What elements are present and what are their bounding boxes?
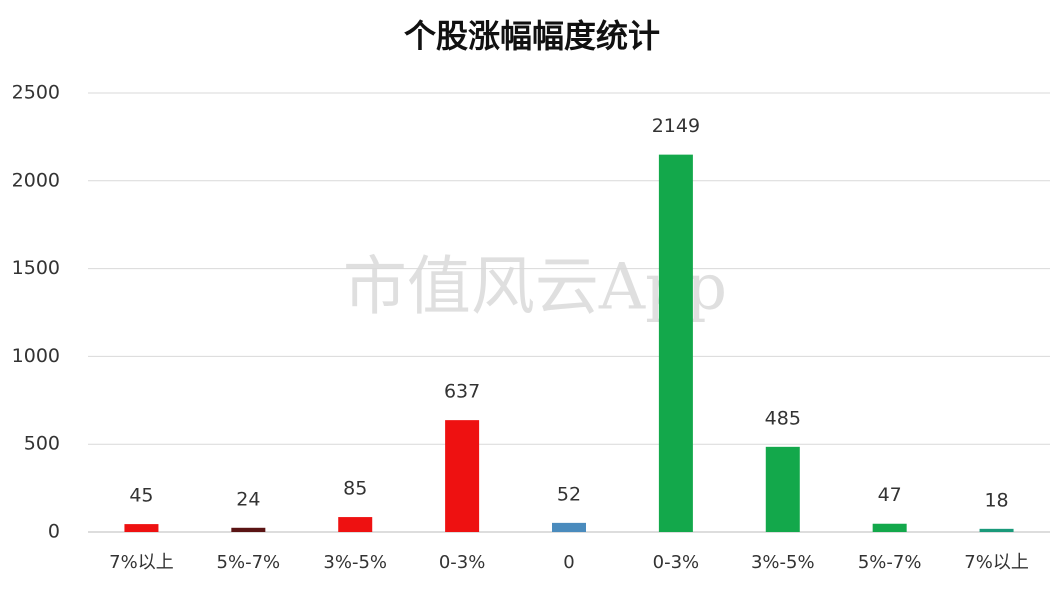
bar: [231, 527, 266, 532]
bar: [445, 420, 480, 532]
bar: [872, 523, 907, 532]
bar: [979, 528, 1014, 532]
y-tick-label: 0: [48, 521, 60, 543]
y-tick-label: 2000: [12, 169, 60, 191]
value-label: 47: [878, 484, 902, 506]
value-label: 485: [765, 407, 801, 429]
bar: [658, 154, 693, 532]
x-tick-label: 7%以上: [964, 552, 1029, 573]
value-label: 2149: [652, 115, 700, 137]
y-tick-label: 1500: [12, 257, 60, 279]
bar: [124, 524, 159, 532]
chart-title: 个股涨幅幅度统计: [404, 17, 660, 55]
bar: [338, 517, 373, 532]
x-tick-label: 0-3%: [439, 552, 486, 573]
x-tick-label: 0-3%: [653, 552, 700, 573]
value-label: 52: [557, 483, 581, 505]
bar: [552, 522, 586, 532]
value-label: 18: [984, 489, 1008, 511]
y-tick-label: 500: [24, 433, 60, 455]
x-tick-label: 5%-7%: [858, 552, 922, 573]
bar: [765, 446, 800, 532]
value-label: 24: [236, 488, 260, 510]
x-tick-label: 3%-5%: [323, 552, 387, 573]
x-tick-label: 3%-5%: [751, 552, 815, 573]
y-tick-label: 2500: [12, 82, 60, 104]
value-label: 45: [129, 485, 153, 507]
y-tick-label: 1000: [12, 345, 60, 367]
x-tick-label: 0: [563, 552, 574, 573]
x-tick-label: 7%以上: [109, 552, 174, 573]
value-label: 85: [343, 478, 367, 500]
x-tick-label: 5%-7%: [217, 552, 281, 573]
value-label: 637: [444, 381, 480, 403]
